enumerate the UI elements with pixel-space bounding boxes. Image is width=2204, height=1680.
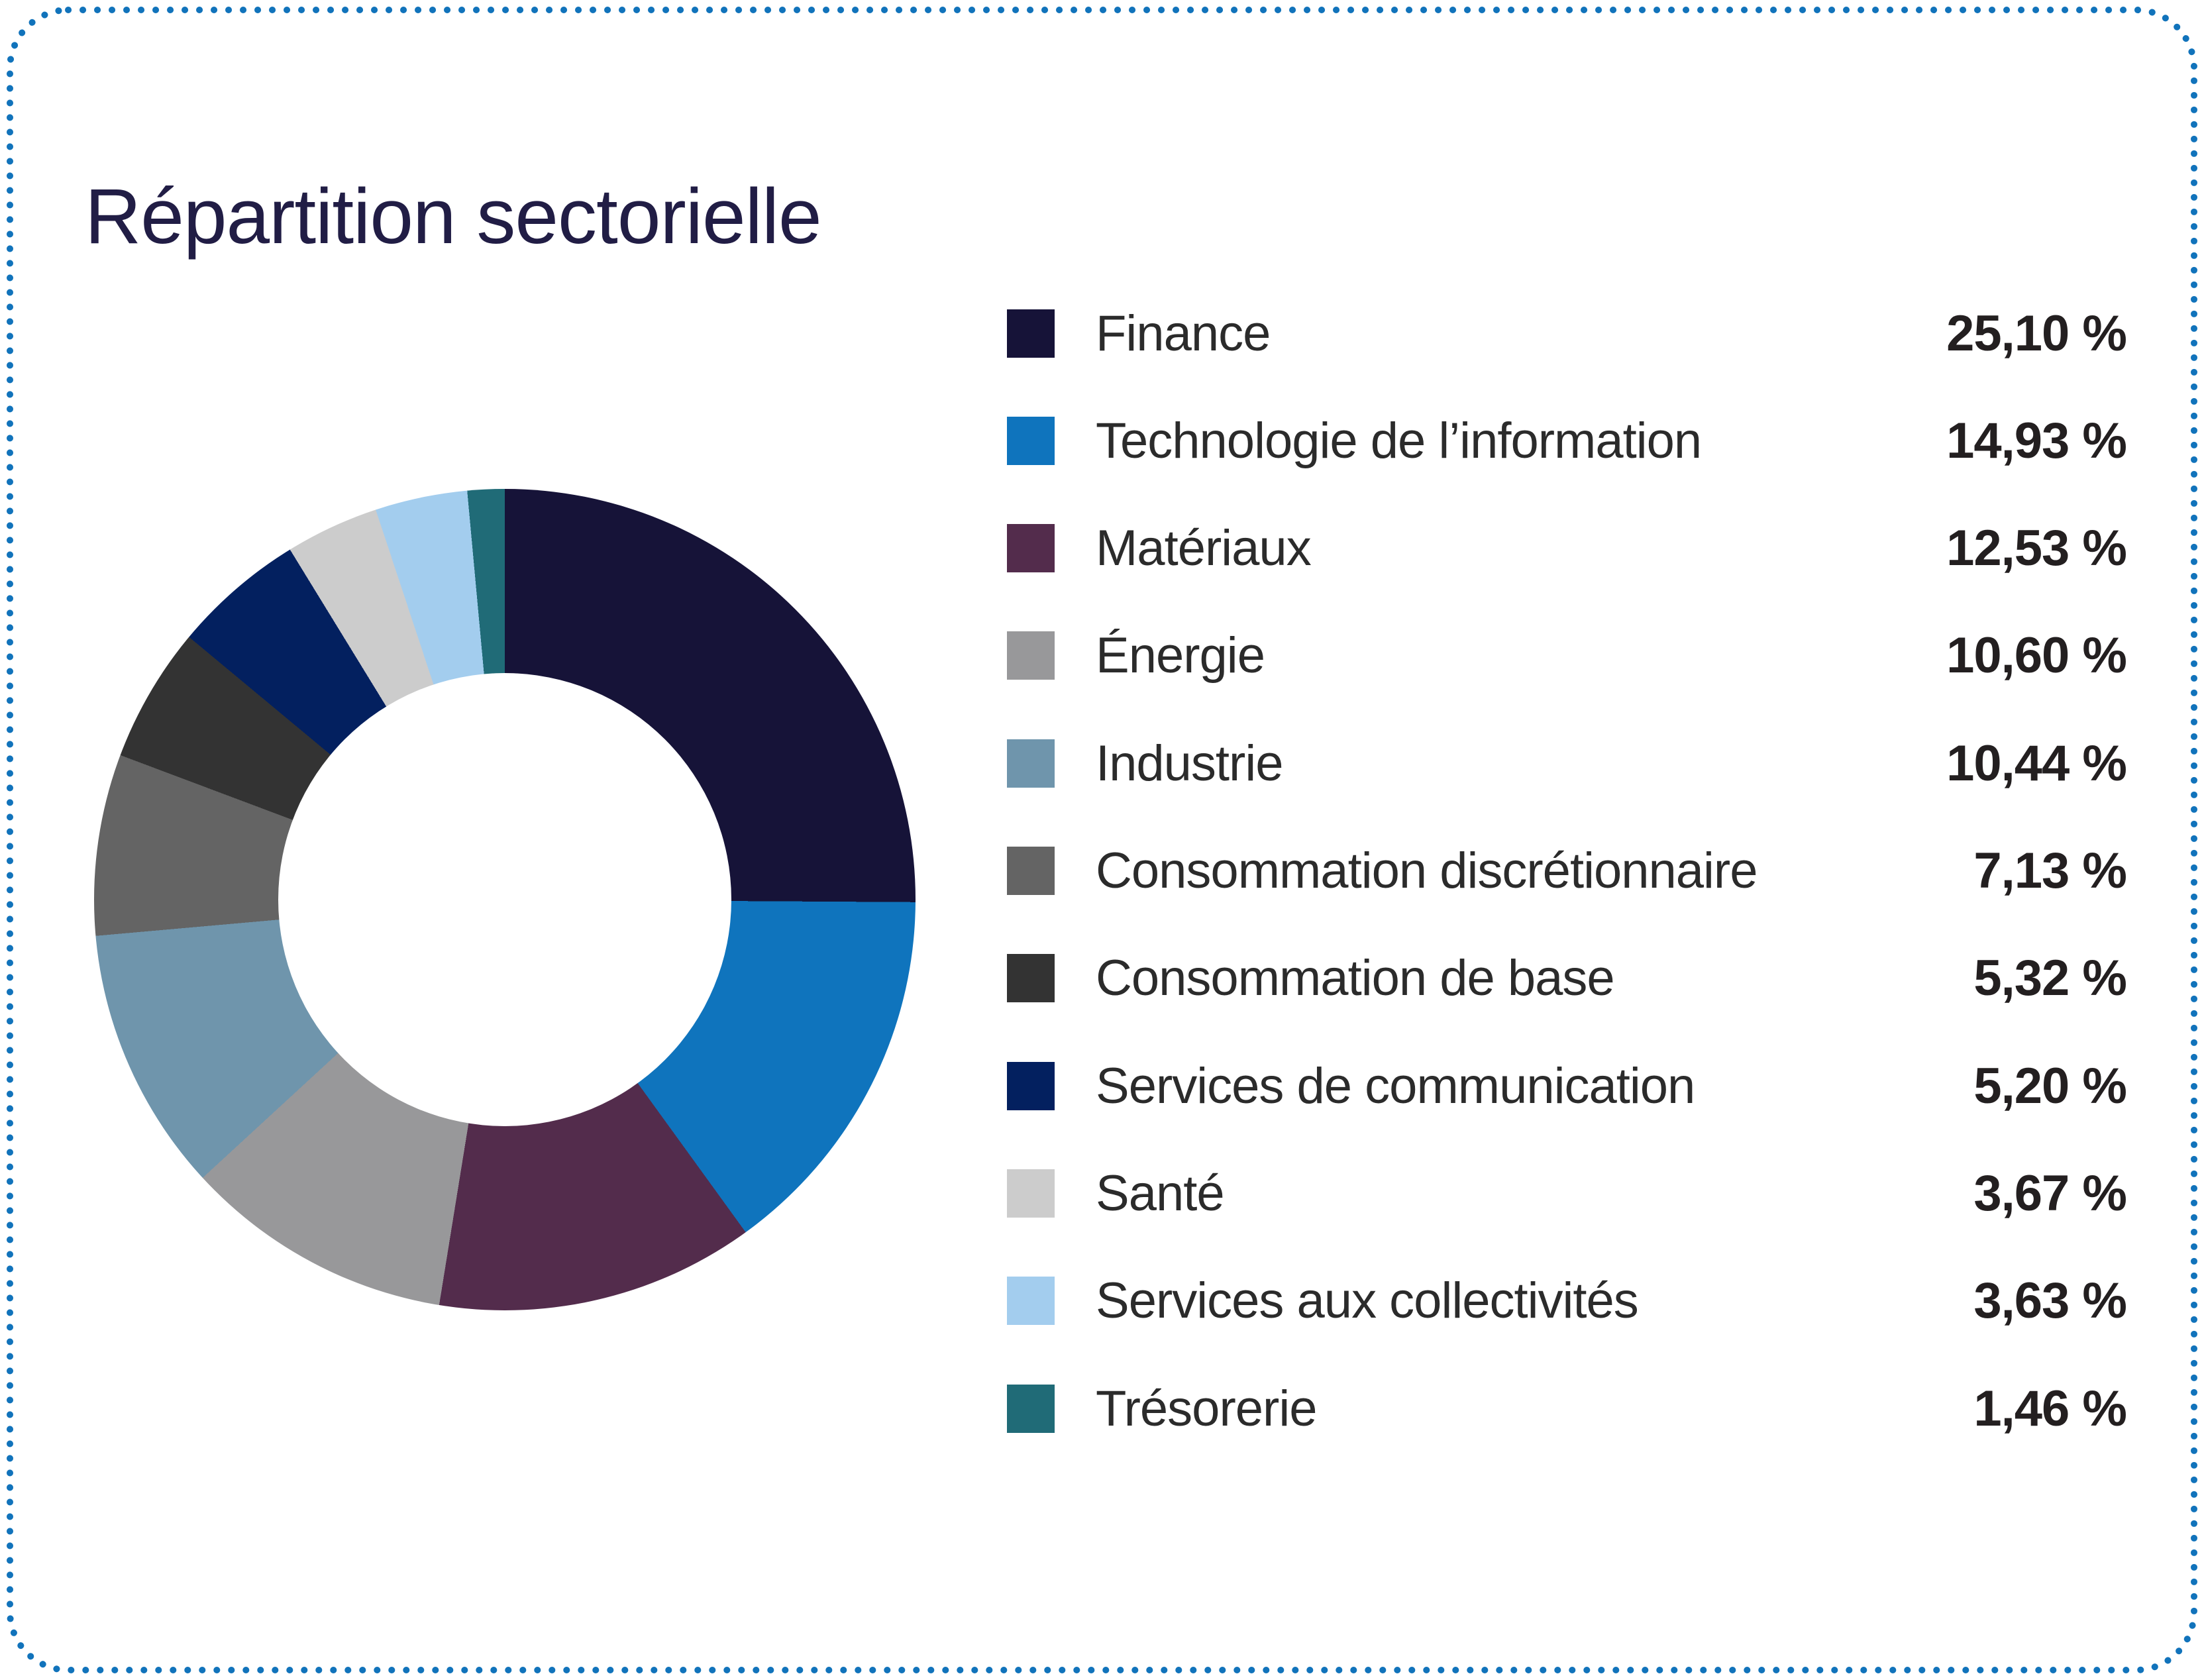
legend-row: Industrie 10,44 % <box>1007 727 2127 800</box>
legend-value: 3,67 % <box>1973 1165 2127 1222</box>
legend-swatch <box>1007 1277 1055 1326</box>
donut-hole <box>278 673 731 1126</box>
legend-row: Trésorerie 1,46 % <box>1007 1372 2127 1445</box>
legend-row: Matériaux 12,53 % <box>1007 512 2127 585</box>
legend-label: Technologie de l’information <box>1096 412 1702 469</box>
legend-swatch <box>1007 1169 1055 1218</box>
legend-value: 3,63 % <box>1973 1273 2127 1330</box>
legend-value: 14,93 % <box>1946 412 2127 469</box>
page-title: Répartition sectorielle <box>85 173 822 260</box>
legend-label: Finance <box>1096 305 1271 362</box>
legend-value: 10,44 % <box>1946 735 2127 792</box>
legend-value: 5,20 % <box>1973 1057 2127 1114</box>
legend-swatch <box>1007 309 1055 358</box>
legend-swatch <box>1007 1061 1055 1110</box>
legend-swatch <box>1007 1384 1055 1433</box>
legend-swatch <box>1007 954 1055 1003</box>
legend-row: Services de communication 5,20 % <box>1007 1049 2127 1122</box>
legend-row: Consommation de base 5,32 % <box>1007 942 2127 1015</box>
legend-label: Consommation discrétionnaire <box>1096 843 1758 899</box>
legend-value: 1,46 % <box>1973 1380 2127 1437</box>
legend-label: Trésorerie <box>1096 1380 1317 1437</box>
legend-swatch <box>1007 847 1055 895</box>
legend-value: 7,13 % <box>1973 843 2127 899</box>
legend-label: Services de communication <box>1096 1057 1695 1114</box>
legend-swatch <box>1007 739 1055 788</box>
legend-label: Santé <box>1096 1165 1225 1222</box>
legend-swatch <box>1007 416 1055 465</box>
legend-label: Matériaux <box>1096 520 1312 577</box>
legend-row: Technologie de l’information 14,93 % <box>1007 404 2127 477</box>
legend-value: 10,60 % <box>1946 627 2127 684</box>
legend-row: Énergie 10,60 % <box>1007 619 2127 692</box>
chart-legend: Finance 25,10 % Technologie de l’informati… <box>1007 0 2127 1680</box>
legend-value: 5,32 % <box>1973 950 2127 1007</box>
legend-label: Consommation de base <box>1096 950 1615 1007</box>
legend-value: 25,10 % <box>1946 305 2127 362</box>
legend-row: Finance 25,10 % <box>1007 297 2127 370</box>
legend-label: Énergie <box>1096 627 1265 684</box>
legend-swatch <box>1007 524 1055 573</box>
legend-row: Services aux collectivités 3,63 % <box>1007 1265 2127 1338</box>
legend-value: 12,53 % <box>1946 520 2127 577</box>
legend-swatch <box>1007 631 1055 680</box>
legend-row: Consommation discrétionnaire 7,13 % <box>1007 835 2127 908</box>
legend-row: Santé 3,67 % <box>1007 1157 2127 1230</box>
legend-label: Industrie <box>1096 735 1284 792</box>
donut-chart <box>94 489 916 1310</box>
legend-label: Services aux collectivités <box>1096 1273 1639 1330</box>
